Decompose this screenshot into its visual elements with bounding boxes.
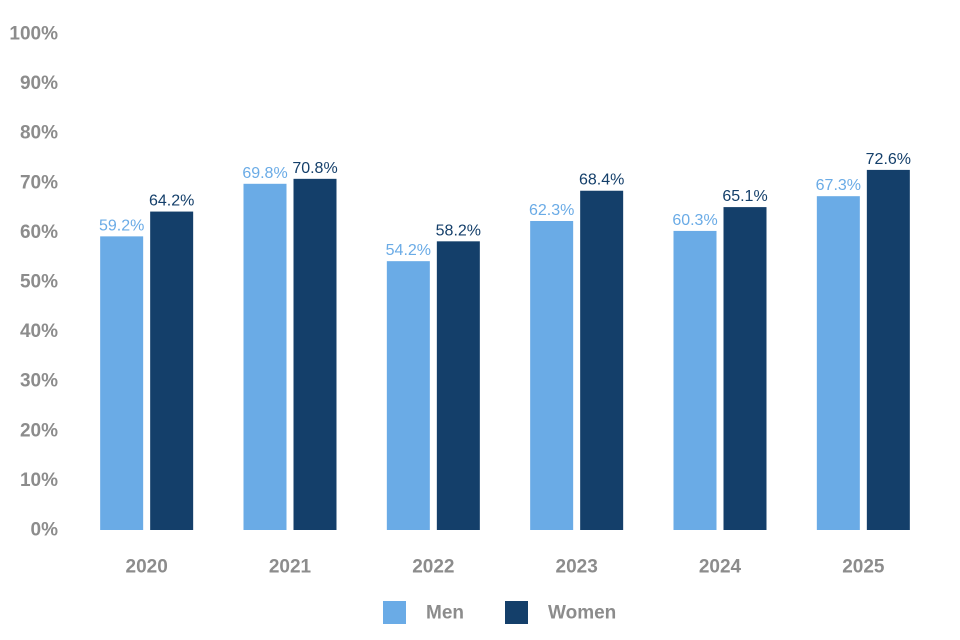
data-label: 54.2% [386, 242, 431, 259]
data-label: 69.8% [242, 165, 287, 182]
data-label: 60.3% [672, 212, 717, 229]
data-label: 64.2% [149, 193, 194, 210]
bar-women-2022 [436, 241, 480, 530]
x-tick-label: 2023 [556, 557, 598, 578]
data-label: 67.3% [816, 177, 861, 194]
x-tick-label: 2025 [842, 557, 885, 578]
y-tick-label: 30% [20, 371, 58, 392]
data-label: 62.3% [529, 202, 574, 219]
legend-swatch-men [383, 601, 406, 624]
x-axis: 2020 2021 2022 2023 2024 2025 [126, 557, 885, 578]
bar-men-2022 [386, 261, 430, 530]
legend-label-women: Women [548, 603, 616, 624]
bar-women-2024 [723, 207, 767, 530]
bar-men-2024 [673, 230, 717, 531]
y-tick-label: 90% [20, 73, 58, 94]
y-tick-label: 40% [20, 321, 58, 342]
y-axis: 0% 10% 20% 30% 40% 50% 60% 70% 80% 90% 100% [9, 24, 58, 541]
bar-women-2025 [866, 169, 910, 531]
y-tick-label: 0% [31, 520, 59, 541]
data-label: 65.1% [722, 188, 767, 205]
data-label: 59.2% [99, 217, 144, 234]
bar-men-2020 [100, 236, 144, 531]
data-label: 58.2% [436, 222, 481, 239]
y-tick-label: 20% [20, 420, 58, 441]
y-tick-label: 10% [20, 470, 58, 491]
bar-women-2021 [293, 178, 337, 530]
bar-women-2023 [580, 190, 624, 530]
y-tick-label: 60% [20, 222, 58, 243]
bars: 59.2% 64.2% 69.8% 70.8% 54.2% 58.2% 62.3% 68.4%… [99, 151, 911, 531]
bar-men-2023 [530, 220, 574, 530]
bar-men-2021 [243, 183, 287, 531]
data-label: 70.8% [292, 160, 337, 177]
y-tick-label: 80% [20, 123, 58, 144]
data-label: 72.6% [866, 151, 911, 168]
bar-men-2025 [816, 196, 860, 530]
y-tick-label: 50% [20, 272, 58, 293]
x-tick-label: 2024 [699, 557, 742, 578]
x-tick-label: 2022 [412, 557, 454, 578]
legend: Men Women [383, 601, 616, 624]
x-tick-label: 2021 [269, 557, 312, 578]
legend-swatch-women [505, 601, 528, 624]
legend-label-men: Men [426, 603, 464, 624]
y-tick-label: 100% [9, 24, 58, 45]
bar-women-2020 [150, 211, 194, 530]
x-tick-label: 2020 [126, 557, 168, 578]
y-tick-label: 70% [20, 172, 58, 193]
data-label: 68.4% [579, 172, 624, 189]
